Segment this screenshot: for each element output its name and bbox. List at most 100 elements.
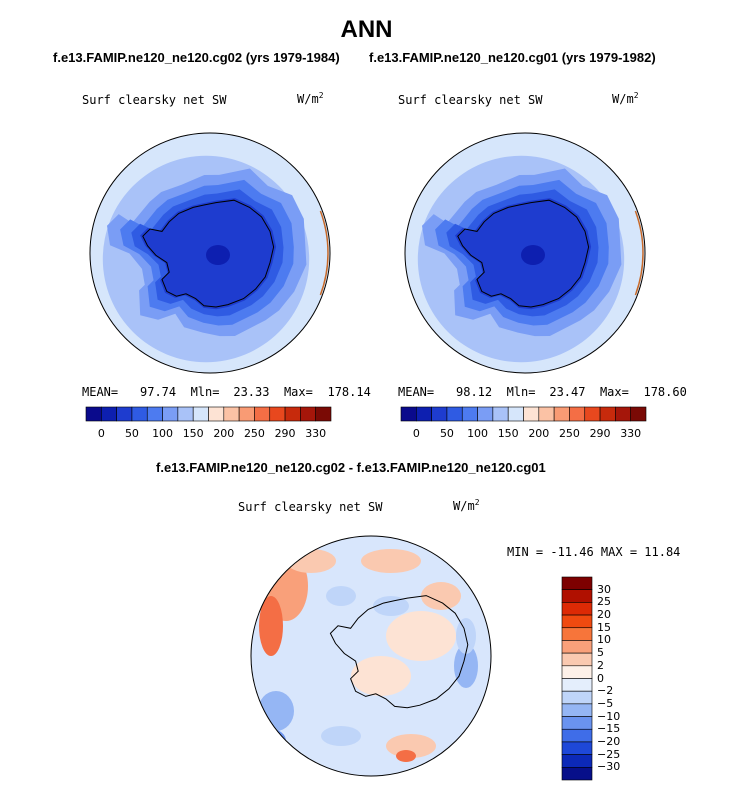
diff-anomaly-region — [258, 691, 294, 731]
diff-colorbar-tick-label: 25 — [597, 595, 611, 609]
figure-title: ANN — [340, 16, 393, 43]
panel-1-edge-highlight — [319, 210, 329, 296]
diff-colorbar-tick-label: 20 — [597, 608, 611, 622]
panel-1-colorbar-swatch — [208, 406, 225, 422]
diff-anomaly-region — [421, 582, 461, 610]
diff-colorbar-tick-label: −30 — [597, 760, 621, 774]
panel-1-colorbar-swatch — [131, 406, 148, 422]
panel-2-variable: Surf clearsky net SW — [398, 93, 543, 107]
panel-1-colorbar-swatch — [238, 406, 255, 422]
diff-map-border — [250, 535, 492, 777]
diff-colorbar-swatch — [561, 614, 593, 629]
diff-colorbar-swatch — [561, 652, 593, 667]
panel-2-colorbar-swatch — [569, 406, 586, 422]
panel-2-colorbar-swatch — [538, 406, 555, 422]
diff-colorbar-tick-label: 30 — [597, 582, 611, 596]
diff-colorbar-swatch — [561, 678, 593, 692]
panel-2-colorbar-swatch — [461, 406, 478, 422]
diff-colorbar-swatch — [561, 665, 593, 679]
panel-2-colorbar-swatch — [599, 406, 616, 422]
panel-1-variable: Surf clearsky net SW — [82, 93, 227, 107]
diff-colorbar-swatch — [561, 741, 593, 755]
diff-colorbar-swatch — [561, 589, 593, 603]
panel-1-colorbar-tick-label: 250 — [243, 427, 265, 440]
panel-1-colorbar-swatch — [300, 406, 316, 422]
diff-colorbar-tick-label: −25 — [597, 747, 621, 761]
diff-anomaly-region — [351, 656, 411, 696]
diff-anomaly-region — [361, 549, 421, 573]
panel-2-subtitle: f.e13.FAMIP.ne120_ne120.cg01 (yrs 1979-1… — [369, 50, 656, 65]
panel-2-colorbar-swatch — [416, 406, 432, 422]
panel-2-colorbar-swatch — [446, 406, 463, 422]
panel-2-colorbar — [400, 406, 647, 422]
panel-1-colorbar-tick-label: 0 — [97, 427, 105, 440]
diff-colorbar-swatch — [561, 703, 593, 717]
panel-2-colorbar-swatch — [615, 406, 631, 422]
panel-2-colorbar-tick-label: 290 — [589, 427, 611, 440]
diff-anomaly-region — [373, 596, 409, 616]
diff-anomaly-region — [454, 644, 478, 688]
panel-2-colorbar-swatch — [431, 406, 448, 422]
panel-1-colorbar-tick-label: 290 — [274, 427, 296, 440]
panel-1-stats: MEAN= 97.74 Mln= 23.33 Max= 178.14 — [82, 385, 371, 399]
diff-colorbar-swatch — [561, 690, 593, 705]
panel-1-colorbar-swatch — [254, 406, 271, 422]
diff-anomaly-region — [256, 729, 286, 753]
diff-colorbar-tick-label: 10 — [597, 633, 611, 647]
diff-colorbar-swatch — [561, 640, 593, 654]
panel-1-colorbar-tick-label: 200 — [213, 427, 235, 440]
panel-1-colorbar-labels: 0 50 100 150 200 250 290 330 — [86, 427, 331, 441]
diff-anomaly-region — [386, 611, 456, 661]
panel-2-colorbar-tick-label: 200 — [528, 427, 550, 440]
diff-colorbar-tick-label: 0 — [597, 671, 604, 685]
diff-anomaly-region — [396, 750, 416, 762]
panel-2-colorbar-labels: 0 50 100 150 200 250 290 330 — [401, 427, 646, 441]
diff-colorbar-tick-label: 2 — [597, 658, 604, 672]
diff-colorbar-tick-label: 15 — [597, 620, 611, 634]
panel-1-map-border — [89, 132, 331, 374]
panel-2-colorbar-swatch — [523, 406, 540, 422]
panel-2-colorbar-swatch — [477, 406, 494, 422]
panel-1-plateau — [206, 245, 230, 265]
panel-2-colorbar-swatch — [553, 406, 570, 422]
panel-1-colorbar — [85, 406, 332, 422]
panel-1-colorbar-swatch — [315, 406, 332, 422]
panel-2-colorbar-swatch — [507, 406, 524, 422]
diff-title: f.e13.FAMIP.ne120_ne120.cg02 - f.e13.FAM… — [156, 460, 546, 475]
panel-1-colorbar-swatch — [223, 406, 240, 422]
panel-1-colorbar-swatch — [284, 406, 301, 422]
panel-2-map-border — [404, 132, 646, 374]
panel-1-colorbar-swatch — [85, 406, 102, 422]
diff-anomaly-region — [259, 596, 283, 656]
diff-colorbar-swatch — [561, 728, 593, 743]
diff-variable: Surf clearsky net SW — [238, 500, 383, 514]
diff-anomaly-region — [326, 586, 356, 606]
panel-1-polar-map — [89, 132, 331, 374]
panel-2-colorbar-tick-label: 250 — [558, 427, 580, 440]
diff-colorbar-tick-label: −15 — [597, 722, 621, 736]
panel-1-colorbar-tick-label: 150 — [182, 427, 204, 440]
panel-1-colorbar-tick-label: 330 — [305, 427, 327, 440]
panel-1-colorbar-swatch — [269, 406, 286, 422]
panel-2-units: W/m2 — [612, 91, 639, 106]
panel-1-subtitle: f.e13.FAMIP.ne120_ne120.cg02 (yrs 1979-1… — [53, 50, 340, 65]
diff-units: W/m2 — [453, 498, 480, 513]
panel-2-colorbar-tick-label: 330 — [620, 427, 642, 440]
panel-1-colorbar-swatch — [192, 406, 209, 422]
diff-colorbar-swatch — [561, 602, 593, 616]
diff-colorbar-swatch — [561, 754, 593, 768]
diff-anomaly-region — [386, 734, 436, 758]
panel-2-polar-map — [404, 132, 646, 374]
diff-colorbar-swatch — [561, 716, 593, 730]
panel-2-edge-highlight — [634, 210, 644, 296]
diff-colorbar-tick-label: 5 — [597, 646, 604, 660]
diff-colorbar-tick-label: −20 — [597, 734, 621, 748]
panel-2-colorbar-swatch — [584, 406, 601, 422]
panel-2-colorbar-tick-label: 0 — [412, 427, 420, 440]
panel-2-stats: MEAN= 98.12 Mln= 23.47 Max= 178.60 — [398, 385, 687, 399]
diff-colorbar — [561, 576, 593, 781]
panel-2-colorbar-tick-label: 100 — [467, 427, 489, 440]
panel-1-colorbar-swatch — [101, 406, 117, 422]
diff-colorbar-labels: 30 25 20 15 10 5 2 0 −2 −5 −10 −15 −20 −25 −30 — [597, 577, 647, 780]
panel-2-colorbar-swatch — [400, 406, 417, 422]
